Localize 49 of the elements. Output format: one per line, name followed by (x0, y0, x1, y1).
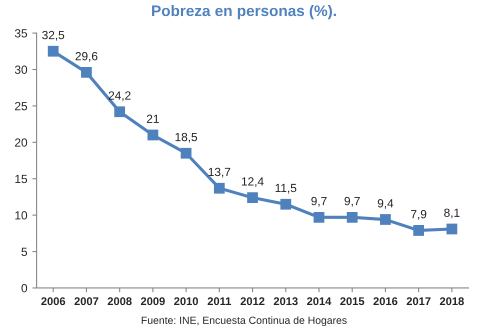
y-tick-label: 20 (15, 138, 28, 147)
x-tick-label: 2015 (340, 297, 364, 306)
point (48, 46, 59, 57)
point (314, 212, 324, 223)
data-label: 7,9 (411, 210, 426, 220)
x-tick-label: 2012 (240, 297, 264, 306)
point (180, 148, 192, 159)
data-label: 8,1 (444, 208, 460, 218)
y-tick-label: 15 (15, 174, 28, 184)
y-tick-label: 10 (15, 211, 28, 220)
y-tick-label: 0 (21, 284, 28, 292)
y-tick-label: 35 (14, 29, 28, 38)
x-tick-label: 2010 (174, 297, 198, 306)
x-tick-label: 2007 (74, 297, 98, 306)
x-tick-label: 2008 (108, 297, 132, 306)
x-tick-label: 2011 (208, 297, 232, 306)
data-label: 11,5 (276, 184, 296, 194)
source-note: Fuente: INE, Encuesta Continua de Hogares (142, 316, 347, 326)
data-label: 9,7 (311, 196, 327, 207)
y-tick-label: 30 (14, 66, 28, 74)
data-label: 32,5 (42, 30, 64, 41)
y-tick-label: 25 (15, 102, 28, 110)
data-label: 29,6 (76, 52, 98, 62)
point (446, 224, 458, 234)
data-label: 21 (146, 114, 159, 123)
data-label: 24,2 (108, 91, 131, 102)
point (147, 130, 158, 140)
x-tick-label: 2016 (373, 297, 398, 306)
data-label: 13,7 (208, 168, 230, 178)
point (247, 192, 258, 204)
x-tick-label: 2009 (140, 297, 165, 306)
point (114, 106, 126, 118)
point (214, 182, 225, 194)
point (81, 67, 92, 78)
chart-title: Pobreza en personas (%). (152, 4, 336, 20)
data-label: 18,5 (176, 132, 198, 143)
y-tick-label: 5 (21, 248, 28, 256)
point (413, 225, 424, 236)
x-tick-label: 2013 (274, 297, 298, 306)
data-label: 9,7 (344, 196, 360, 207)
point (280, 198, 292, 210)
x-tick-label: 2006 (41, 297, 66, 306)
data-label: 12,4 (242, 177, 264, 188)
point (380, 214, 391, 225)
x-tick-label: 2014 (307, 297, 332, 306)
data-label: 9,4 (378, 199, 394, 209)
x-tick-label: 2018 (440, 297, 464, 306)
point (346, 212, 358, 223)
x-tick-label: 2017 (406, 297, 431, 306)
